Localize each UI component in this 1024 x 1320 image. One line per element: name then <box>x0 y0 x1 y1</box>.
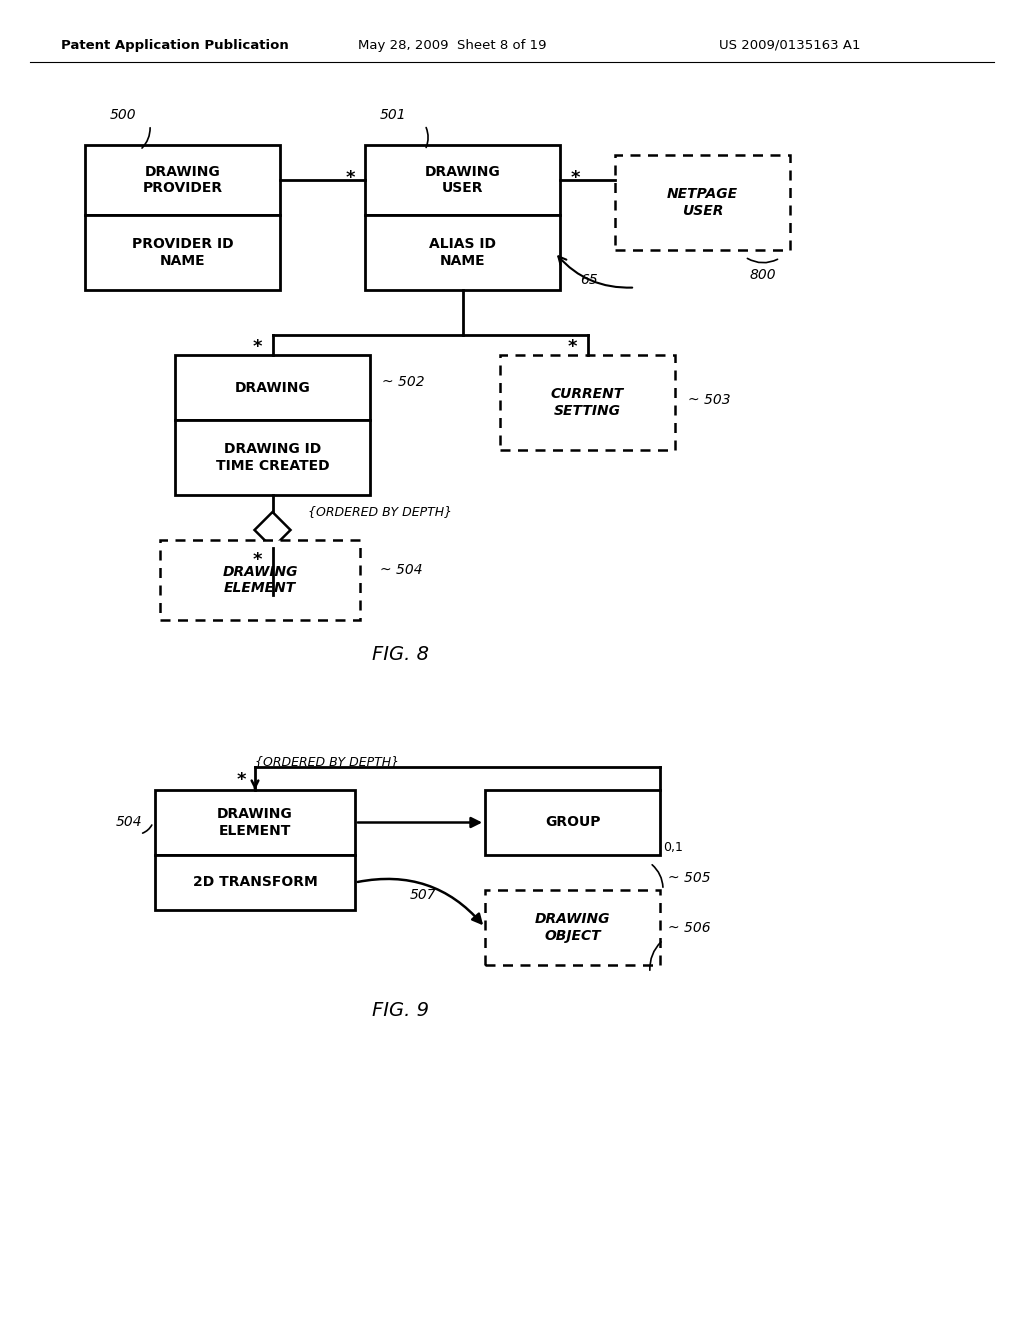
Bar <box>485 890 660 965</box>
Text: NETPAGE
USER: NETPAGE USER <box>667 187 738 218</box>
Bar <box>365 215 560 290</box>
Text: FIG. 8: FIG. 8 <box>372 645 428 664</box>
Text: CURRENT
SETTING: CURRENT SETTING <box>551 387 624 417</box>
Bar <box>160 540 360 620</box>
Text: ~ 505: ~ 505 <box>668 871 711 884</box>
Text: *: * <box>570 169 580 187</box>
Text: US 2009/0135163 A1: US 2009/0135163 A1 <box>719 38 861 51</box>
Text: 504: 504 <box>116 814 142 829</box>
Text: DRAWING
USER: DRAWING USER <box>425 165 501 195</box>
Bar <box>615 154 790 249</box>
Text: DRAWING ID
TIME CREATED: DRAWING ID TIME CREATED <box>216 442 330 473</box>
Text: *: * <box>567 338 578 356</box>
Bar <box>85 145 280 215</box>
Text: DRAWING: DRAWING <box>234 380 310 395</box>
Text: May 28, 2009  Sheet 8 of 19: May 28, 2009 Sheet 8 of 19 <box>357 38 546 51</box>
Text: ~ 504: ~ 504 <box>380 564 423 577</box>
Text: FIG. 9: FIG. 9 <box>372 1001 428 1019</box>
Text: *: * <box>253 550 262 569</box>
Bar <box>155 855 355 909</box>
Text: 0,1: 0,1 <box>663 841 683 854</box>
Bar <box>365 145 560 215</box>
Text: *: * <box>237 771 246 789</box>
Text: 501: 501 <box>380 108 407 121</box>
Bar <box>500 355 675 450</box>
Bar <box>85 215 280 290</box>
Text: DRAWING
PROVIDER: DRAWING PROVIDER <box>142 165 222 195</box>
Text: DRAWING
OBJECT: DRAWING OBJECT <box>535 912 610 942</box>
Text: PROVIDER ID
NAME: PROVIDER ID NAME <box>132 238 233 268</box>
Text: *: * <box>345 169 354 187</box>
Text: 65: 65 <box>580 273 598 286</box>
Text: 800: 800 <box>750 268 776 282</box>
Text: Patent Application Publication: Patent Application Publication <box>61 38 289 51</box>
Text: 2D TRANSFORM: 2D TRANSFORM <box>193 875 317 890</box>
Bar <box>485 789 660 855</box>
Text: ~ 502: ~ 502 <box>382 375 425 389</box>
Bar <box>155 789 355 855</box>
Text: {ORDERED BY DEPTH}: {ORDERED BY DEPTH} <box>308 506 453 519</box>
Text: *: * <box>253 338 262 356</box>
Text: DRAWING
ELEMENT: DRAWING ELEMENT <box>222 565 298 595</box>
Text: ~ 503: ~ 503 <box>688 393 731 407</box>
Bar <box>175 355 370 420</box>
Text: 500: 500 <box>110 108 136 121</box>
Text: 507: 507 <box>410 888 436 902</box>
Text: {ORDERED BY DEPTH}: {ORDERED BY DEPTH} <box>255 755 399 768</box>
Text: ALIAS ID
NAME: ALIAS ID NAME <box>429 238 496 268</box>
Text: DRAWING
ELEMENT: DRAWING ELEMENT <box>217 808 293 838</box>
Polygon shape <box>255 512 291 548</box>
Text: ~ 506: ~ 506 <box>668 921 711 935</box>
Bar <box>175 420 370 495</box>
Text: GROUP: GROUP <box>545 816 600 829</box>
